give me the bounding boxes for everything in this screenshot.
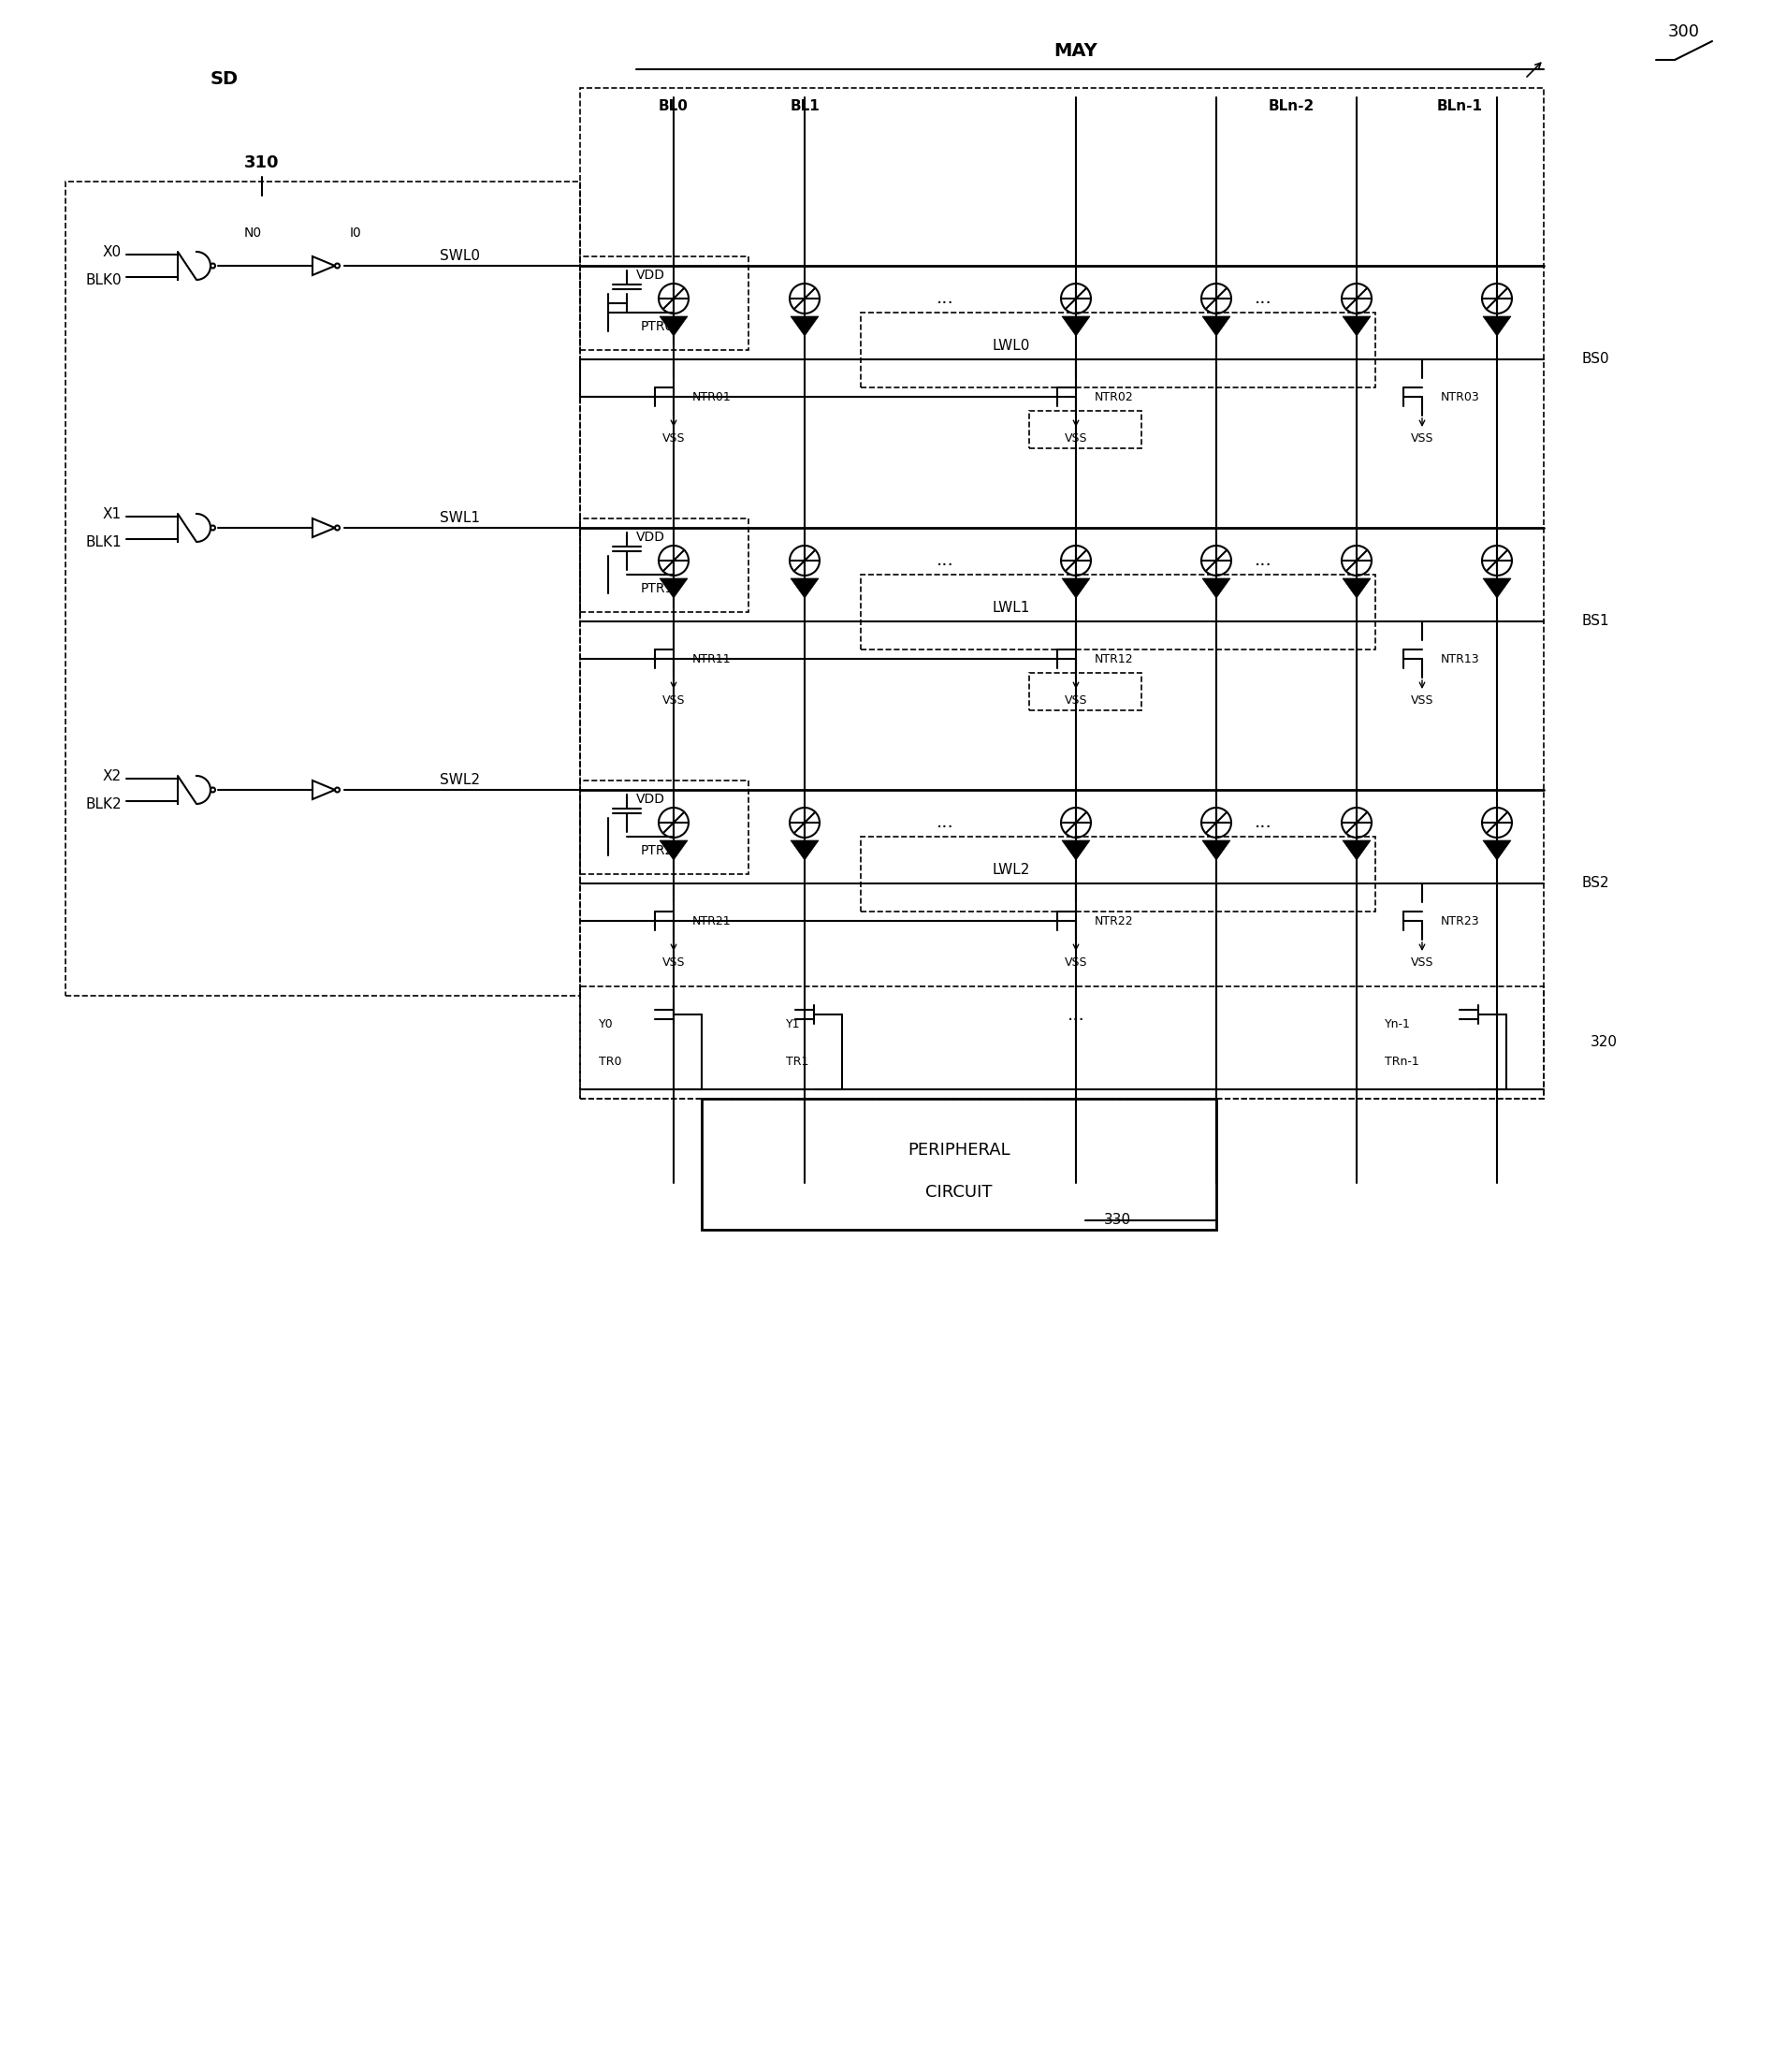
Text: NTR13: NTR13	[1440, 653, 1480, 665]
Polygon shape	[1483, 578, 1512, 599]
Text: ...: ...	[1067, 1005, 1085, 1024]
Text: NTR01: NTR01	[692, 392, 731, 402]
Text: 310: 310	[245, 155, 279, 172]
Polygon shape	[1483, 841, 1512, 860]
Text: VSS: VSS	[1410, 694, 1433, 707]
Bar	[861, 574, 1376, 649]
Text: SWL0: SWL0	[440, 249, 481, 263]
Text: VSS: VSS	[663, 694, 684, 707]
Text: NTR23: NTR23	[1440, 916, 1480, 926]
Text: BL0: BL0	[659, 99, 688, 114]
Text: Yn-1: Yn-1	[1385, 1017, 1410, 1030]
Text: BL1: BL1	[790, 99, 820, 114]
Bar	[861, 837, 1376, 912]
Text: NTR11: NTR11	[692, 653, 731, 665]
Text: CIRCUIT: CIRCUIT	[926, 1183, 992, 1200]
Text: ...: ...	[936, 290, 954, 307]
Text: SWL1: SWL1	[440, 512, 481, 526]
Polygon shape	[659, 841, 688, 860]
Text: SWL2: SWL2	[440, 773, 481, 787]
Text: ...: ...	[1254, 814, 1272, 831]
Polygon shape	[313, 257, 334, 276]
Text: VSS: VSS	[663, 957, 684, 970]
Text: LWL0: LWL0	[992, 338, 1029, 352]
Bar	[581, 257, 749, 350]
Text: VSS: VSS	[1065, 957, 1088, 970]
Polygon shape	[790, 317, 818, 336]
Text: Y0: Y0	[599, 1017, 613, 1030]
Text: BLn-1: BLn-1	[1437, 99, 1483, 114]
Text: ...: ...	[1254, 551, 1272, 570]
Polygon shape	[313, 781, 334, 800]
Text: BS0: BS0	[1581, 352, 1608, 367]
Text: MAY: MAY	[1054, 41, 1097, 60]
Text: VSS: VSS	[1065, 433, 1088, 445]
Polygon shape	[1203, 317, 1229, 336]
Polygon shape	[790, 841, 818, 860]
Bar	[861, 313, 1376, 387]
Text: X2: X2	[104, 769, 122, 783]
Polygon shape	[1342, 578, 1371, 599]
Text: VDD: VDD	[636, 269, 665, 282]
Text: TRn-1: TRn-1	[1385, 1055, 1419, 1067]
Text: TR1: TR1	[786, 1055, 810, 1067]
Text: PERIPHERAL: PERIPHERAL	[908, 1142, 1010, 1158]
Text: NTR02: NTR02	[1095, 392, 1133, 402]
Text: NTR03: NTR03	[1440, 392, 1480, 402]
Text: 330: 330	[1104, 1214, 1131, 1227]
Text: BLK1: BLK1	[86, 535, 122, 549]
Bar	[581, 87, 1544, 1098]
Text: BS1: BS1	[1581, 615, 1608, 628]
Text: PTR2: PTR2	[642, 843, 674, 858]
Text: VSS: VSS	[1065, 694, 1088, 707]
Bar	[1029, 410, 1142, 448]
Text: LWL1: LWL1	[992, 601, 1029, 615]
Text: SD: SD	[211, 70, 239, 87]
Text: Y1: Y1	[786, 1017, 801, 1030]
Polygon shape	[790, 578, 818, 599]
Polygon shape	[1342, 841, 1371, 860]
Text: ...: ...	[936, 814, 954, 831]
Text: VSS: VSS	[1410, 957, 1433, 970]
Text: N0: N0	[243, 226, 261, 240]
Bar	[581, 986, 1544, 1098]
Text: BS2: BS2	[1581, 876, 1608, 891]
Text: BLK0: BLK0	[86, 274, 122, 286]
Text: BLn-2: BLn-2	[1269, 99, 1313, 114]
Polygon shape	[1483, 317, 1512, 336]
Polygon shape	[1342, 317, 1371, 336]
Text: LWL2: LWL2	[992, 862, 1029, 876]
Text: ...: ...	[936, 551, 954, 570]
Text: 320: 320	[1590, 1036, 1617, 1051]
Text: NTR21: NTR21	[692, 916, 731, 926]
Bar	[702, 1098, 1217, 1229]
Text: PTR0: PTR0	[642, 319, 674, 334]
Text: X1: X1	[104, 508, 122, 520]
Polygon shape	[1061, 317, 1090, 336]
Polygon shape	[659, 578, 688, 599]
Text: VDD: VDD	[636, 530, 665, 543]
Text: TR0: TR0	[599, 1055, 622, 1067]
Bar	[66, 182, 581, 997]
Text: NTR22: NTR22	[1095, 916, 1133, 926]
Polygon shape	[659, 317, 688, 336]
Bar	[581, 518, 749, 611]
Text: ...: ...	[1254, 290, 1272, 307]
Polygon shape	[313, 518, 334, 537]
Polygon shape	[1061, 578, 1090, 599]
Polygon shape	[1061, 841, 1090, 860]
Bar	[1029, 673, 1142, 711]
Polygon shape	[1203, 578, 1229, 599]
Text: I0: I0	[350, 226, 361, 240]
Bar	[581, 781, 749, 874]
Text: VSS: VSS	[663, 433, 684, 445]
Polygon shape	[1203, 841, 1229, 860]
Text: BLK2: BLK2	[86, 798, 122, 810]
Text: X0: X0	[104, 244, 122, 259]
Text: NTR12: NTR12	[1095, 653, 1133, 665]
Text: 300: 300	[1669, 23, 1699, 39]
Text: PTR1: PTR1	[642, 582, 674, 595]
Text: VDD: VDD	[636, 794, 665, 806]
Text: VSS: VSS	[1410, 433, 1433, 445]
